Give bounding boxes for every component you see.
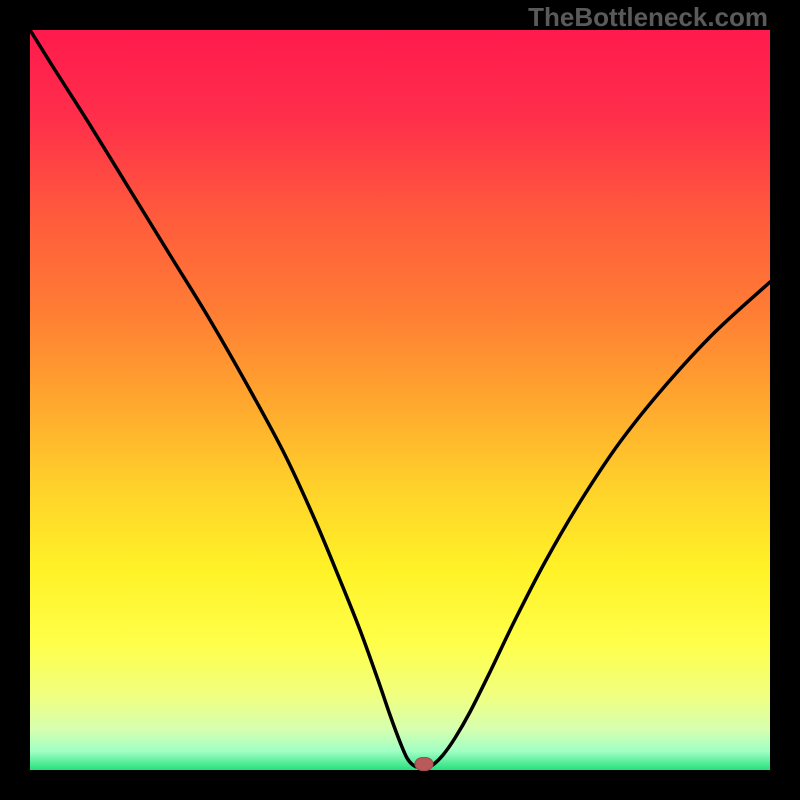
plot-area <box>30 30 770 770</box>
optimum-marker <box>415 757 434 771</box>
watermark-text: TheBottleneck.com <box>528 2 768 33</box>
bottleneck-curve <box>30 30 770 770</box>
curve-path <box>30 30 770 768</box>
